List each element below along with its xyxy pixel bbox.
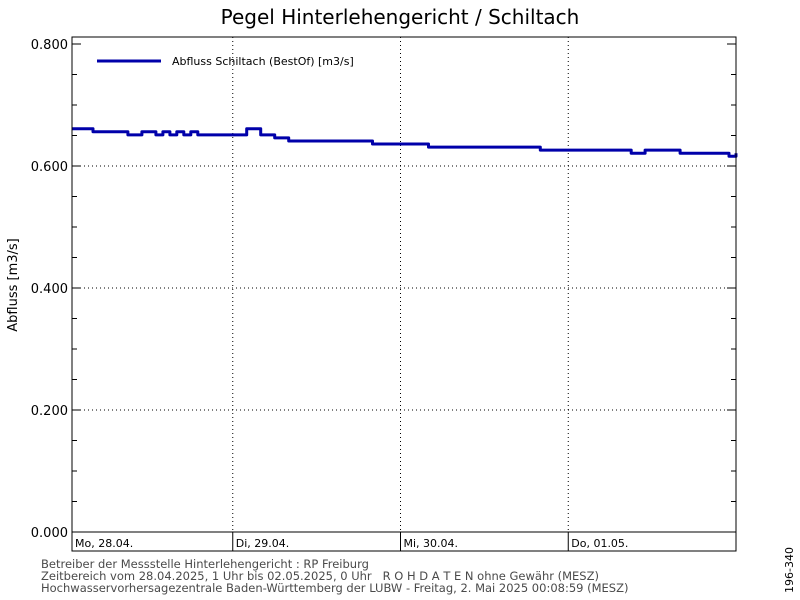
footer-source: Hochwasservorhersagezentrale Baden-Württ… xyxy=(41,581,629,595)
side-code: 196-340 xyxy=(783,547,796,593)
y-axis-label: Abfluss [m3/s] xyxy=(6,238,21,331)
y-tick-label: 0.600 xyxy=(31,160,68,175)
legend-label: Abfluss Schiltach (BestOf) [m3/s] xyxy=(172,55,354,68)
y-tick-label: 0.000 xyxy=(31,526,68,541)
y-tick-labels: 0.000 0.200 0.400 0.600 0.800 xyxy=(31,38,68,541)
grid-lines xyxy=(72,37,736,532)
x-day-label: Mi, 30.04. xyxy=(404,537,459,550)
y-tick-label: 0.200 xyxy=(31,404,68,419)
footer-time-range: Zeitbereich vom 28.04.2025, 1 Uhr bis 02… xyxy=(41,569,599,583)
series-line xyxy=(72,127,738,158)
x-day-label: Mo, 28.04. xyxy=(75,537,133,550)
plot-frame xyxy=(71,36,737,552)
y-tick-label: 0.400 xyxy=(31,282,68,297)
legend: Abfluss Schiltach (BestOf) [m3/s] xyxy=(97,55,354,68)
footer-operator: Betreiber der Messstelle Hinterlehengeri… xyxy=(41,557,369,571)
date-bar: Mo, 28.04. Di, 29.04. Mi, 30.04. Do, 01.05. xyxy=(72,531,736,551)
axis-ticks xyxy=(72,43,736,533)
series-group xyxy=(72,127,738,158)
chart-title: Pegel Hinterlehengericht / Schiltach xyxy=(221,5,580,29)
x-day-label: Di, 29.04. xyxy=(236,537,290,550)
x-day-label: Do, 01.05. xyxy=(571,537,628,550)
y-tick-label: 0.800 xyxy=(31,38,68,53)
